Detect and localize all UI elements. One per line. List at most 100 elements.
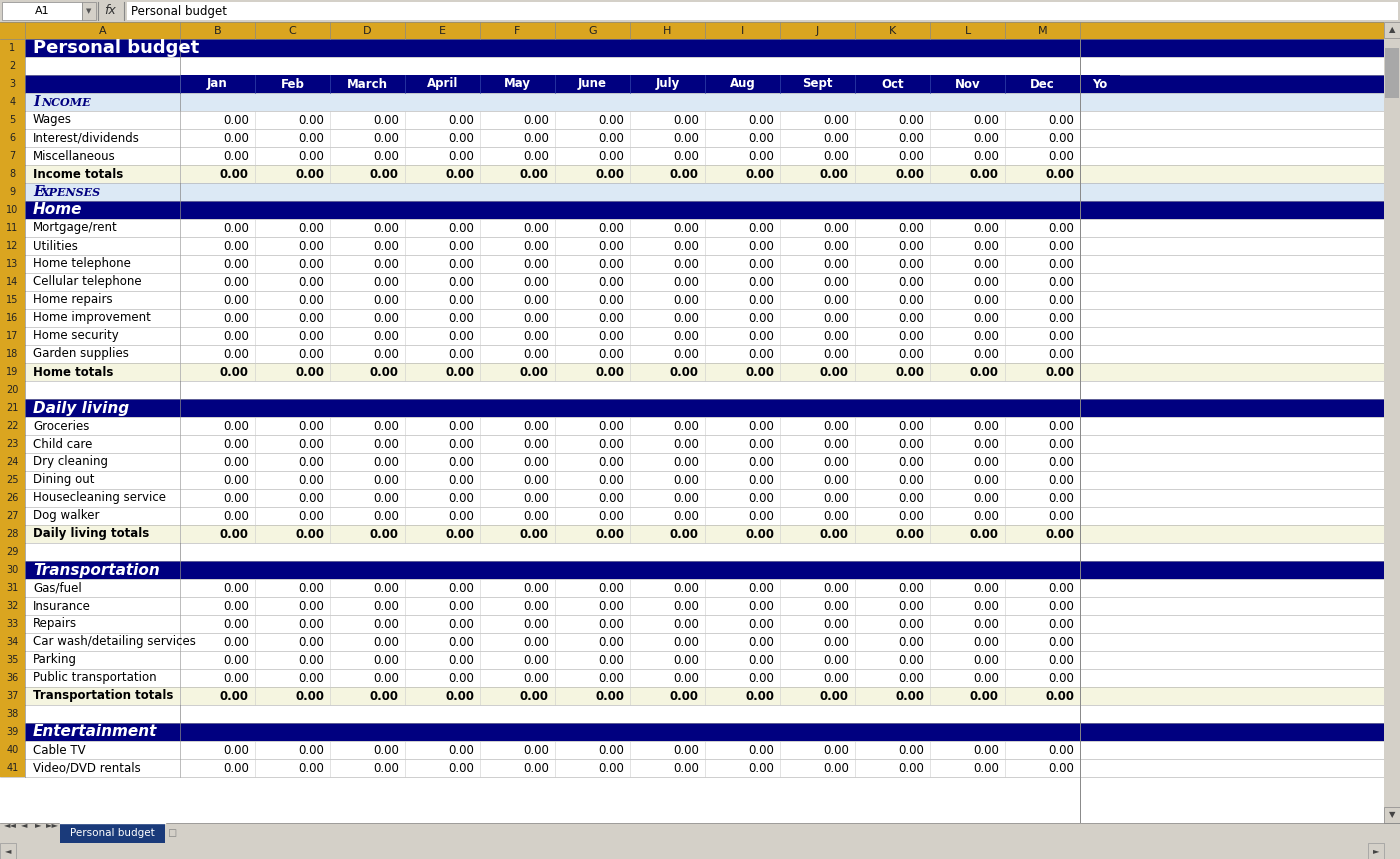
Text: 0.00: 0.00 <box>223 294 249 307</box>
Text: 0.00: 0.00 <box>823 240 848 253</box>
Text: 0.00: 0.00 <box>223 761 249 775</box>
Bar <box>0 39 1385 57</box>
Text: Home improvement: Home improvement <box>34 312 151 325</box>
Text: 0.00: 0.00 <box>895 365 924 379</box>
Text: 0.00: 0.00 <box>1049 258 1074 271</box>
Text: 0.00: 0.00 <box>673 491 699 504</box>
Bar <box>0 489 25 507</box>
Text: 0.00: 0.00 <box>220 690 249 703</box>
Text: 0.00: 0.00 <box>970 527 1000 540</box>
Text: 0.00: 0.00 <box>445 168 475 180</box>
Text: 0.00: 0.00 <box>973 672 1000 685</box>
Bar <box>0 471 1385 489</box>
Text: 0.00: 0.00 <box>374 222 399 235</box>
Text: 0.00: 0.00 <box>973 600 1000 612</box>
Text: 0.00: 0.00 <box>448 294 475 307</box>
Bar <box>0 399 25 417</box>
Text: 0.00: 0.00 <box>448 600 475 612</box>
Text: C: C <box>288 26 297 35</box>
Text: 0.00: 0.00 <box>1049 744 1074 757</box>
Text: 0.00: 0.00 <box>298 240 323 253</box>
Text: 0.00: 0.00 <box>973 330 1000 343</box>
Bar <box>0 823 1400 859</box>
Text: 0.00: 0.00 <box>223 348 249 361</box>
Text: 0.00: 0.00 <box>445 527 475 540</box>
Bar <box>0 75 25 93</box>
Text: 0.00: 0.00 <box>673 473 699 486</box>
Text: 0.00: 0.00 <box>448 744 475 757</box>
Text: 0.00: 0.00 <box>673 654 699 667</box>
Text: 0.00: 0.00 <box>895 690 924 703</box>
Bar <box>0 291 1385 309</box>
Text: 0.00: 0.00 <box>973 294 1000 307</box>
Text: 0.00: 0.00 <box>448 437 475 450</box>
Text: 0.00: 0.00 <box>745 527 774 540</box>
Text: 0.00: 0.00 <box>448 672 475 685</box>
Text: 0.00: 0.00 <box>598 149 624 162</box>
Text: 19: 19 <box>7 367 18 377</box>
Text: 0.00: 0.00 <box>374 618 399 631</box>
Text: 2: 2 <box>10 61 15 71</box>
Text: 25: 25 <box>6 475 18 485</box>
Text: 0.00: 0.00 <box>673 149 699 162</box>
Text: 0.00: 0.00 <box>595 690 624 703</box>
Text: 0.00: 0.00 <box>820 365 848 379</box>
Text: 0.00: 0.00 <box>524 582 549 594</box>
Text: 0.00: 0.00 <box>223 312 249 325</box>
Text: 0.00: 0.00 <box>1049 149 1074 162</box>
Text: 0.00: 0.00 <box>899 473 924 486</box>
Text: 0.00: 0.00 <box>598 600 624 612</box>
Text: 11: 11 <box>7 223 18 233</box>
Text: 0.00: 0.00 <box>519 365 549 379</box>
Text: 0.00: 0.00 <box>595 168 624 180</box>
Text: 0.00: 0.00 <box>298 509 323 522</box>
Text: 0.00: 0.00 <box>973 113 1000 126</box>
Text: 0.00: 0.00 <box>899 312 924 325</box>
Text: 0.00: 0.00 <box>524 473 549 486</box>
Text: 10: 10 <box>7 205 18 215</box>
Bar <box>0 705 25 723</box>
Text: 0.00: 0.00 <box>598 455 624 468</box>
Text: ►: ► <box>1373 846 1379 856</box>
Text: 28: 28 <box>7 529 18 539</box>
Text: 0.00: 0.00 <box>374 276 399 289</box>
Text: 13: 13 <box>7 259 18 269</box>
Text: 0.00: 0.00 <box>673 276 699 289</box>
Text: 0.00: 0.00 <box>298 131 323 144</box>
Text: 0.00: 0.00 <box>973 618 1000 631</box>
Text: 0.00: 0.00 <box>524 618 549 631</box>
Text: 0.00: 0.00 <box>823 744 848 757</box>
Text: 0.00: 0.00 <box>973 744 1000 757</box>
Text: 0.00: 0.00 <box>899 294 924 307</box>
Text: 0.00: 0.00 <box>1049 240 1074 253</box>
Text: Car wash/detailing services: Car wash/detailing services <box>34 636 196 649</box>
Bar <box>0 0 1400 22</box>
Text: 0.00: 0.00 <box>673 582 699 594</box>
Text: 0.00: 0.00 <box>448 473 475 486</box>
Bar <box>1368 843 1385 859</box>
Bar <box>0 345 25 363</box>
Text: 0.00: 0.00 <box>823 276 848 289</box>
Text: 0.00: 0.00 <box>524 276 549 289</box>
Text: 0.00: 0.00 <box>673 222 699 235</box>
Text: 0.00: 0.00 <box>673 330 699 343</box>
Text: 0.00: 0.00 <box>899 419 924 432</box>
Text: 0.00: 0.00 <box>823 509 848 522</box>
Text: 0.00: 0.00 <box>448 348 475 361</box>
Text: 0.00: 0.00 <box>673 600 699 612</box>
Bar <box>0 723 1385 741</box>
Text: 0.00: 0.00 <box>748 348 774 361</box>
Text: 0.00: 0.00 <box>973 240 1000 253</box>
Text: 0.00: 0.00 <box>973 654 1000 667</box>
Text: Sept: Sept <box>802 77 833 90</box>
Text: 0.00: 0.00 <box>973 761 1000 775</box>
Text: 0.00: 0.00 <box>298 348 323 361</box>
Text: Jan: Jan <box>207 77 228 90</box>
Text: 0.00: 0.00 <box>745 168 774 180</box>
Text: 0.00: 0.00 <box>899 636 924 649</box>
Text: B: B <box>214 26 221 35</box>
Text: 0.00: 0.00 <box>673 437 699 450</box>
Bar <box>0 759 1385 777</box>
Text: 0.00: 0.00 <box>598 276 624 289</box>
Text: 0.00: 0.00 <box>223 600 249 612</box>
